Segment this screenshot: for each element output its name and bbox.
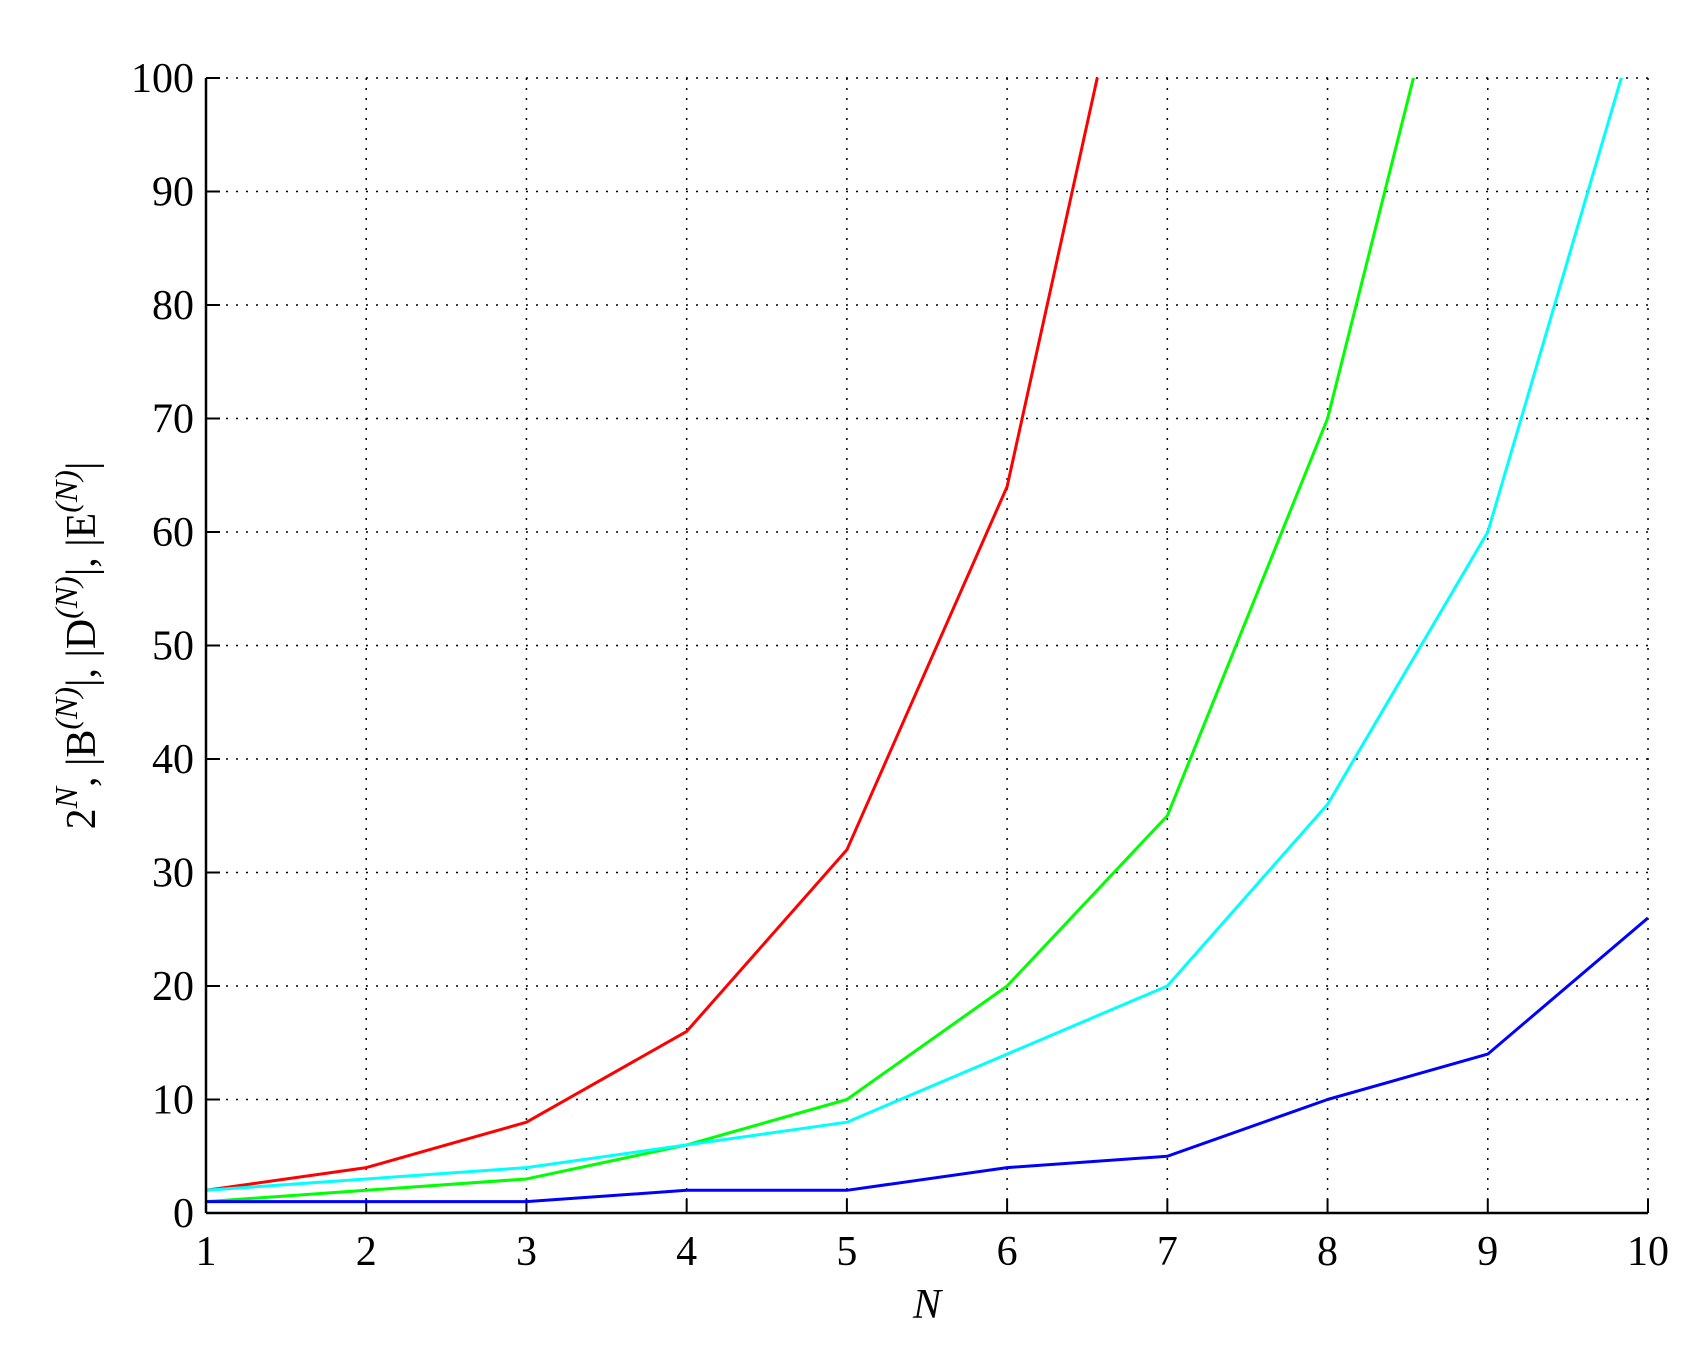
x-tick-label: 2 (356, 1229, 377, 1275)
series-line (206, 916, 1648, 1204)
y-label-sup: N (48, 785, 84, 809)
x-tick-label: 3 (516, 1229, 537, 1275)
y-label-part: , |B (59, 730, 105, 787)
y-label-part: 2 (59, 808, 105, 829)
y-tick-label: 30 (152, 851, 194, 897)
y-tick-label: 80 (152, 283, 194, 329)
y-tick-label: 10 (152, 1078, 194, 1124)
y-tick-label: 70 (152, 397, 194, 443)
plot-area (206, 78, 1648, 1204)
series-line (206, 78, 1099, 1192)
series-line (206, 78, 1623, 1192)
y-tick-label: 60 (152, 510, 194, 556)
y-tick-label: 90 (152, 170, 194, 216)
x-tick-label: 7 (1157, 1229, 1178, 1275)
y-tick-label: 40 (152, 737, 194, 783)
x-axis-label: N (912, 1282, 943, 1328)
x-tick-label: 1 (196, 1229, 217, 1275)
x-tick-label: 5 (836, 1229, 857, 1275)
y-tick-label: 100 (131, 56, 194, 102)
y-tick-label: 20 (152, 964, 194, 1010)
x-tick-label: 10 (1627, 1229, 1669, 1275)
x-tick-label: 8 (1317, 1229, 1338, 1275)
y-label-part: |, |D (59, 619, 105, 687)
series-line (206, 78, 1415, 1204)
y-tick-label: 50 (152, 624, 194, 670)
y-label-sup: (N) (48, 687, 84, 730)
y-label-part: | (59, 462, 105, 470)
x-tick-label: 4 (676, 1229, 697, 1275)
y-label-sup: (N) (48, 576, 84, 619)
x-tick-label: 9 (1477, 1229, 1498, 1275)
x-tick-label: 6 (997, 1229, 1018, 1275)
y-label-sup: (N) (48, 470, 84, 513)
y-axis-label: 2N​, |B(N)​|, |D(N)​|, |E(N)​| (48, 462, 105, 830)
y-tick-label: 0 (173, 1191, 194, 1237)
y-label-part: |, |E (59, 513, 105, 576)
